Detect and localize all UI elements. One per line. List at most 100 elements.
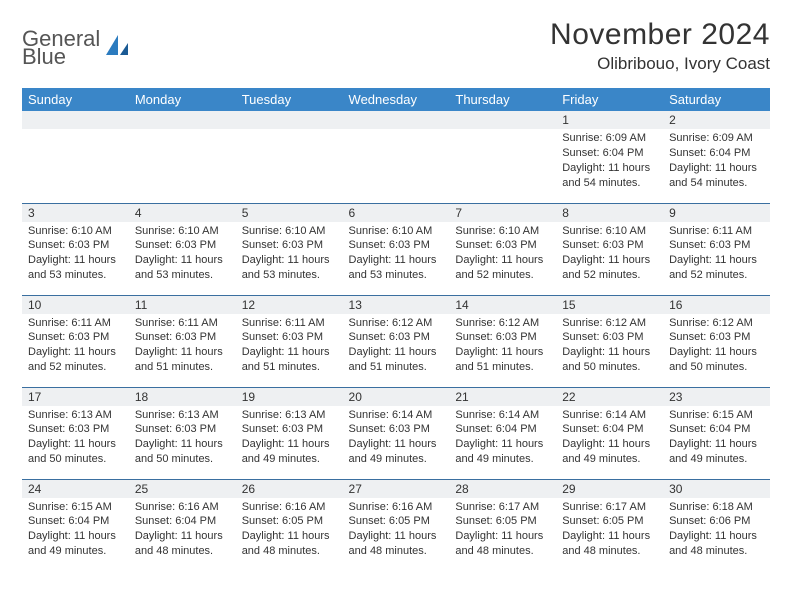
day-number: 22 [556,388,663,406]
day-number: 30 [663,480,770,498]
calendar-day-cell: 19Sunrise: 6:13 AMSunset: 6:03 PMDayligh… [236,387,343,479]
day-details: Sunrise: 6:16 AMSunset: 6:04 PMDaylight:… [129,498,236,563]
day-number: 8 [556,204,663,222]
calendar-day-cell [236,111,343,203]
day-details: Sunrise: 6:10 AMSunset: 6:03 PMDaylight:… [343,222,450,287]
day-details: Sunrise: 6:10 AMSunset: 6:03 PMDaylight:… [556,222,663,287]
day-details: Sunrise: 6:14 AMSunset: 6:03 PMDaylight:… [343,406,450,471]
calendar-day-cell: 12Sunrise: 6:11 AMSunset: 6:03 PMDayligh… [236,295,343,387]
day-details: Sunrise: 6:11 AMSunset: 6:03 PMDaylight:… [129,314,236,379]
day-number: 1 [556,111,663,129]
day-details: Sunrise: 6:11 AMSunset: 6:03 PMDaylight:… [22,314,129,379]
calendar-day-cell: 4Sunrise: 6:10 AMSunset: 6:03 PMDaylight… [129,203,236,295]
day-number: 23 [663,388,770,406]
calendar-day-cell: 1Sunrise: 6:09 AMSunset: 6:04 PMDaylight… [556,111,663,203]
day-details: Sunrise: 6:10 AMSunset: 6:03 PMDaylight:… [129,222,236,287]
day-number: 29 [556,480,663,498]
weekday-header: Thursday [449,88,556,111]
day-number: 26 [236,480,343,498]
calendar-day-cell: 3Sunrise: 6:10 AMSunset: 6:03 PMDaylight… [22,203,129,295]
calendar-day-cell: 17Sunrise: 6:13 AMSunset: 6:03 PMDayligh… [22,387,129,479]
calendar-week-row: 10Sunrise: 6:11 AMSunset: 6:03 PMDayligh… [22,295,770,387]
day-details: Sunrise: 6:12 AMSunset: 6:03 PMDaylight:… [556,314,663,379]
day-details: Sunrise: 6:18 AMSunset: 6:06 PMDaylight:… [663,498,770,563]
day-details: Sunrise: 6:12 AMSunset: 6:03 PMDaylight:… [449,314,556,379]
calendar-day-cell: 15Sunrise: 6:12 AMSunset: 6:03 PMDayligh… [556,295,663,387]
weekday-header: Saturday [663,88,770,111]
day-number: 6 [343,204,450,222]
month-title: November 2024 [550,18,770,52]
day-number: 13 [343,296,450,314]
day-details: Sunrise: 6:11 AMSunset: 6:03 PMDaylight:… [663,222,770,287]
day-details: Sunrise: 6:10 AMSunset: 6:03 PMDaylight:… [22,222,129,287]
calendar-day-cell: 9Sunrise: 6:11 AMSunset: 6:03 PMDaylight… [663,203,770,295]
title-block: November 2024 Olibribouo, Ivory Coast [550,18,770,74]
day-details: Sunrise: 6:16 AMSunset: 6:05 PMDaylight:… [236,498,343,563]
calendar-day-cell: 14Sunrise: 6:12 AMSunset: 6:03 PMDayligh… [449,295,556,387]
calendar-day-cell: 18Sunrise: 6:13 AMSunset: 6:03 PMDayligh… [129,387,236,479]
calendar-day-cell: 2Sunrise: 6:09 AMSunset: 6:04 PMDaylight… [663,111,770,203]
day-details: Sunrise: 6:15 AMSunset: 6:04 PMDaylight:… [22,498,129,563]
calendar-day-cell: 13Sunrise: 6:12 AMSunset: 6:03 PMDayligh… [343,295,450,387]
day-details: Sunrise: 6:12 AMSunset: 6:03 PMDaylight:… [663,314,770,379]
day-number: 18 [129,388,236,406]
weekday-header: Monday [129,88,236,111]
day-number [343,111,450,129]
calendar-day-cell [129,111,236,203]
calendar-day-cell: 21Sunrise: 6:14 AMSunset: 6:04 PMDayligh… [449,387,556,479]
day-details: Sunrise: 6:10 AMSunset: 6:03 PMDaylight:… [449,222,556,287]
calendar-day-cell: 30Sunrise: 6:18 AMSunset: 6:06 PMDayligh… [663,479,770,571]
calendar-day-cell: 5Sunrise: 6:10 AMSunset: 6:03 PMDaylight… [236,203,343,295]
day-number [449,111,556,129]
day-details: Sunrise: 6:09 AMSunset: 6:04 PMDaylight:… [663,129,770,194]
day-number [129,111,236,129]
calendar-day-cell [22,111,129,203]
logo-sail-icon [104,33,130,64]
day-details: Sunrise: 6:13 AMSunset: 6:03 PMDaylight:… [22,406,129,471]
calendar-day-cell: 29Sunrise: 6:17 AMSunset: 6:05 PMDayligh… [556,479,663,571]
day-number: 27 [343,480,450,498]
day-number: 10 [22,296,129,314]
calendar-day-cell [449,111,556,203]
weekday-header: Sunday [22,88,129,111]
day-details: Sunrise: 6:16 AMSunset: 6:05 PMDaylight:… [343,498,450,563]
calendar-day-cell: 8Sunrise: 6:10 AMSunset: 6:03 PMDaylight… [556,203,663,295]
day-number: 21 [449,388,556,406]
header: General Blue November 2024 Olibribouo, I… [22,18,770,74]
day-details: Sunrise: 6:17 AMSunset: 6:05 PMDaylight:… [556,498,663,563]
day-details: Sunrise: 6:13 AMSunset: 6:03 PMDaylight:… [129,406,236,471]
day-number: 12 [236,296,343,314]
day-number: 17 [22,388,129,406]
day-number: 15 [556,296,663,314]
weekday-header: Wednesday [343,88,450,111]
day-number: 2 [663,111,770,129]
calendar-day-cell: 26Sunrise: 6:16 AMSunset: 6:05 PMDayligh… [236,479,343,571]
calendar-day-cell: 23Sunrise: 6:15 AMSunset: 6:04 PMDayligh… [663,387,770,479]
day-number: 3 [22,204,129,222]
calendar-week-row: 17Sunrise: 6:13 AMSunset: 6:03 PMDayligh… [22,387,770,479]
location: Olibribouo, Ivory Coast [550,54,770,74]
day-number: 28 [449,480,556,498]
day-number: 5 [236,204,343,222]
day-details: Sunrise: 6:13 AMSunset: 6:03 PMDaylight:… [236,406,343,471]
calendar-day-cell: 7Sunrise: 6:10 AMSunset: 6:03 PMDaylight… [449,203,556,295]
day-number: 16 [663,296,770,314]
day-number: 19 [236,388,343,406]
day-details: Sunrise: 6:17 AMSunset: 6:05 PMDaylight:… [449,498,556,563]
calendar-day-cell: 28Sunrise: 6:17 AMSunset: 6:05 PMDayligh… [449,479,556,571]
day-number: 4 [129,204,236,222]
day-number: 7 [449,204,556,222]
day-details: Sunrise: 6:14 AMSunset: 6:04 PMDaylight:… [556,406,663,471]
day-number: 9 [663,204,770,222]
day-number: 11 [129,296,236,314]
logo: General Blue [22,18,130,68]
calendar-day-cell: 11Sunrise: 6:11 AMSunset: 6:03 PMDayligh… [129,295,236,387]
weekday-header: Tuesday [236,88,343,111]
day-number: 14 [449,296,556,314]
calendar-day-cell: 25Sunrise: 6:16 AMSunset: 6:04 PMDayligh… [129,479,236,571]
day-details: Sunrise: 6:10 AMSunset: 6:03 PMDaylight:… [236,222,343,287]
calendar-day-cell: 24Sunrise: 6:15 AMSunset: 6:04 PMDayligh… [22,479,129,571]
weekday-header-row: SundayMondayTuesdayWednesdayThursdayFrid… [22,88,770,111]
calendar-week-row: 3Sunrise: 6:10 AMSunset: 6:03 PMDaylight… [22,203,770,295]
day-details: Sunrise: 6:14 AMSunset: 6:04 PMDaylight:… [449,406,556,471]
